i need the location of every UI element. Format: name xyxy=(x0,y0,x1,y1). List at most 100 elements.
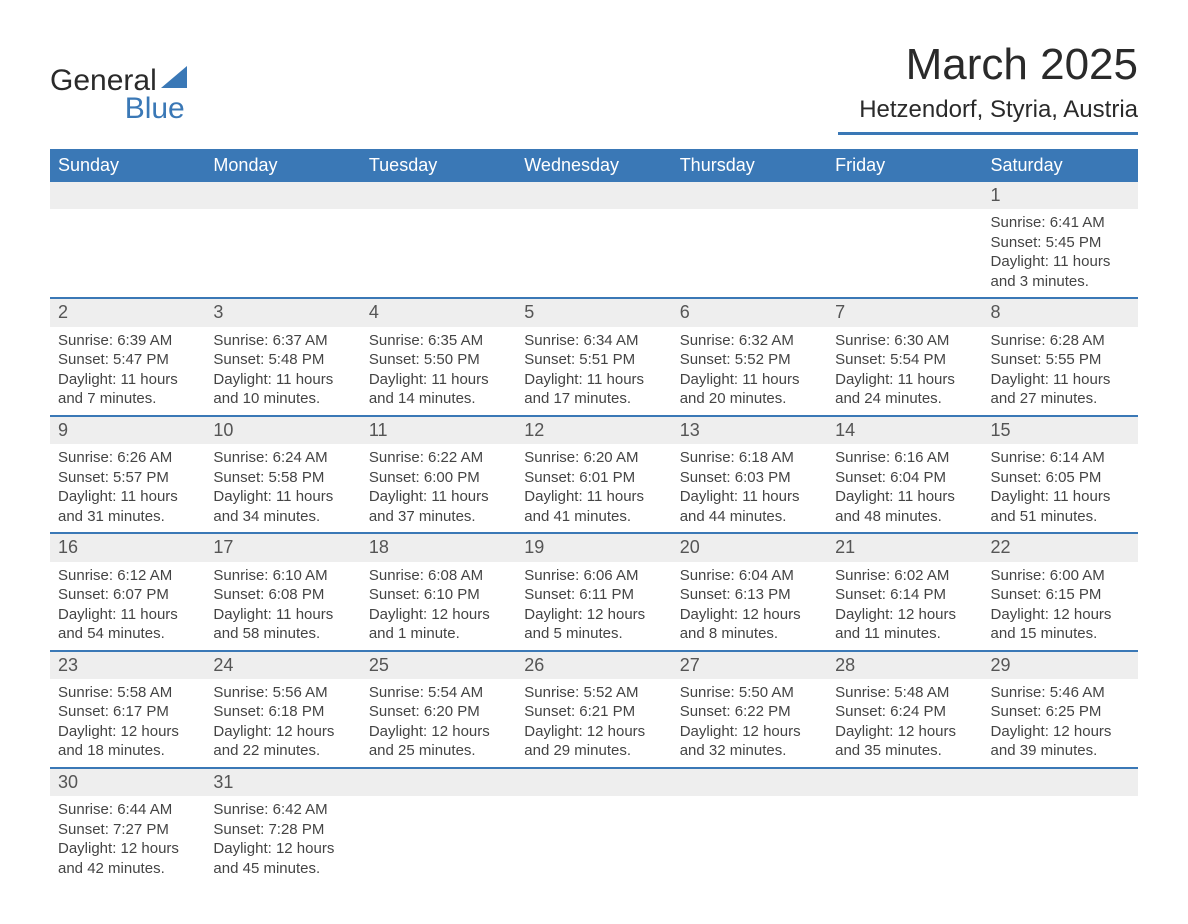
sunset-text: Sunset: 6:04 PM xyxy=(835,468,974,488)
day-number-cell: 4 xyxy=(361,298,516,326)
daylight-text: and 37 minutes. xyxy=(369,507,508,527)
day-number-cell: 9 xyxy=(50,416,205,444)
day-details-cell: Sunrise: 6:34 AMSunset: 5:51 PMDaylight:… xyxy=(516,327,671,416)
sunrise-text: Sunrise: 6:28 AM xyxy=(991,331,1130,351)
day-number-row: 9101112131415 xyxy=(50,416,1138,444)
sunset-text: Sunset: 5:50 PM xyxy=(369,350,508,370)
calendar-table: Sunday Monday Tuesday Wednesday Thursday… xyxy=(50,149,1138,884)
daylight-text: Daylight: 11 hours xyxy=(991,487,1130,507)
day-number-cell: 31 xyxy=(205,768,360,796)
day-number-cell xyxy=(205,182,360,209)
day-details-row: Sunrise: 6:44 AMSunset: 7:27 PMDaylight:… xyxy=(50,796,1138,884)
day-number-cell: 26 xyxy=(516,651,671,679)
weekday-header: Wednesday xyxy=(516,149,671,182)
day-details-cell: Sunrise: 6:37 AMSunset: 5:48 PMDaylight:… xyxy=(205,327,360,416)
daylight-text: Daylight: 12 hours xyxy=(369,722,508,742)
day-number-cell xyxy=(672,182,827,209)
daylight-text: and 3 minutes. xyxy=(991,272,1130,292)
sunrise-text: Sunrise: 6:10 AM xyxy=(213,566,352,586)
day-number-cell: 7 xyxy=(827,298,982,326)
sunset-text: Sunset: 5:51 PM xyxy=(524,350,663,370)
day-details-cell xyxy=(672,796,827,884)
day-number-cell: 16 xyxy=(50,533,205,561)
day-number-cell: 1 xyxy=(983,182,1138,209)
day-details-cell: Sunrise: 6:24 AMSunset: 5:58 PMDaylight:… xyxy=(205,444,360,533)
daylight-text: Daylight: 11 hours xyxy=(991,370,1130,390)
sunrise-text: Sunrise: 6:20 AM xyxy=(524,448,663,468)
sunset-text: Sunset: 6:03 PM xyxy=(680,468,819,488)
day-details-cell: Sunrise: 5:48 AMSunset: 6:24 PMDaylight:… xyxy=(827,679,982,768)
day-details-cell: Sunrise: 6:10 AMSunset: 6:08 PMDaylight:… xyxy=(205,562,360,651)
day-number-cell: 3 xyxy=(205,298,360,326)
daylight-text: and 31 minutes. xyxy=(58,507,197,527)
day-number-cell xyxy=(827,182,982,209)
daylight-text: and 20 minutes. xyxy=(680,389,819,409)
day-details-cell: Sunrise: 6:00 AMSunset: 6:15 PMDaylight:… xyxy=(983,562,1138,651)
day-details-cell: Sunrise: 6:26 AMSunset: 5:57 PMDaylight:… xyxy=(50,444,205,533)
sunset-text: Sunset: 6:22 PM xyxy=(680,702,819,722)
day-number-cell xyxy=(516,768,671,796)
daylight-text: and 10 minutes. xyxy=(213,389,352,409)
sunrise-text: Sunrise: 5:58 AM xyxy=(58,683,197,703)
sunrise-text: Sunrise: 6:41 AM xyxy=(991,213,1130,233)
day-details-cell xyxy=(516,796,671,884)
day-details-cell xyxy=(983,796,1138,884)
daylight-text: and 29 minutes. xyxy=(524,741,663,761)
day-details-cell: Sunrise: 6:22 AMSunset: 6:00 PMDaylight:… xyxy=(361,444,516,533)
sunset-text: Sunset: 6:05 PM xyxy=(991,468,1130,488)
day-number-cell: 21 xyxy=(827,533,982,561)
sunset-text: Sunset: 6:24 PM xyxy=(835,702,974,722)
day-number-cell: 27 xyxy=(672,651,827,679)
day-details-cell xyxy=(50,209,205,298)
day-details-cell xyxy=(361,209,516,298)
day-details-cell: Sunrise: 6:04 AMSunset: 6:13 PMDaylight:… xyxy=(672,562,827,651)
day-details-cell: Sunrise: 6:32 AMSunset: 5:52 PMDaylight:… xyxy=(672,327,827,416)
sunset-text: Sunset: 6:01 PM xyxy=(524,468,663,488)
daylight-text: and 27 minutes. xyxy=(991,389,1130,409)
daylight-text: Daylight: 12 hours xyxy=(524,722,663,742)
day-number-cell xyxy=(361,182,516,209)
day-number-cell xyxy=(827,768,982,796)
sunrise-text: Sunrise: 6:14 AM xyxy=(991,448,1130,468)
day-details-cell xyxy=(827,209,982,298)
page-title: March 2025 xyxy=(838,40,1138,90)
sunrise-text: Sunrise: 6:42 AM xyxy=(213,800,352,820)
daylight-text: Daylight: 11 hours xyxy=(213,605,352,625)
day-number-cell: 22 xyxy=(983,533,1138,561)
sunrise-text: Sunrise: 6:26 AM xyxy=(58,448,197,468)
day-details-cell: Sunrise: 5:54 AMSunset: 6:20 PMDaylight:… xyxy=(361,679,516,768)
daylight-text: and 17 minutes. xyxy=(524,389,663,409)
daylight-text: and 58 minutes. xyxy=(213,624,352,644)
sunset-text: Sunset: 6:07 PM xyxy=(58,585,197,605)
day-number-cell: 25 xyxy=(361,651,516,679)
day-details-row: Sunrise: 6:39 AMSunset: 5:47 PMDaylight:… xyxy=(50,327,1138,416)
sunrise-text: Sunrise: 6:06 AM xyxy=(524,566,663,586)
sunset-text: Sunset: 6:25 PM xyxy=(991,702,1130,722)
day-number-cell: 29 xyxy=(983,651,1138,679)
day-details-cell: Sunrise: 6:12 AMSunset: 6:07 PMDaylight:… xyxy=(50,562,205,651)
daylight-text: Daylight: 11 hours xyxy=(58,370,197,390)
day-number-cell: 30 xyxy=(50,768,205,796)
daylight-text: and 15 minutes. xyxy=(991,624,1130,644)
daylight-text: and 45 minutes. xyxy=(213,859,352,879)
daylight-text: Daylight: 11 hours xyxy=(991,252,1130,272)
daylight-text: Daylight: 11 hours xyxy=(213,370,352,390)
weekday-header: Friday xyxy=(827,149,982,182)
daylight-text: Daylight: 11 hours xyxy=(835,487,974,507)
sunrise-text: Sunrise: 6:02 AM xyxy=(835,566,974,586)
day-details-cell: Sunrise: 6:44 AMSunset: 7:27 PMDaylight:… xyxy=(50,796,205,884)
location: Hetzendorf, Styria, Austria xyxy=(838,96,1138,135)
day-number-cell: 19 xyxy=(516,533,671,561)
day-number-row: 2345678 xyxy=(50,298,1138,326)
sunset-text: Sunset: 6:15 PM xyxy=(991,585,1130,605)
sunset-text: Sunset: 6:21 PM xyxy=(524,702,663,722)
daylight-text: Daylight: 12 hours xyxy=(58,839,197,859)
daylight-text: and 11 minutes. xyxy=(835,624,974,644)
day-number-cell: 20 xyxy=(672,533,827,561)
sunset-text: Sunset: 5:54 PM xyxy=(835,350,974,370)
day-details-row: Sunrise: 6:12 AMSunset: 6:07 PMDaylight:… xyxy=(50,562,1138,651)
day-number-cell: 15 xyxy=(983,416,1138,444)
sunset-text: Sunset: 6:11 PM xyxy=(524,585,663,605)
day-number-row: 16171819202122 xyxy=(50,533,1138,561)
day-number-cell xyxy=(983,768,1138,796)
